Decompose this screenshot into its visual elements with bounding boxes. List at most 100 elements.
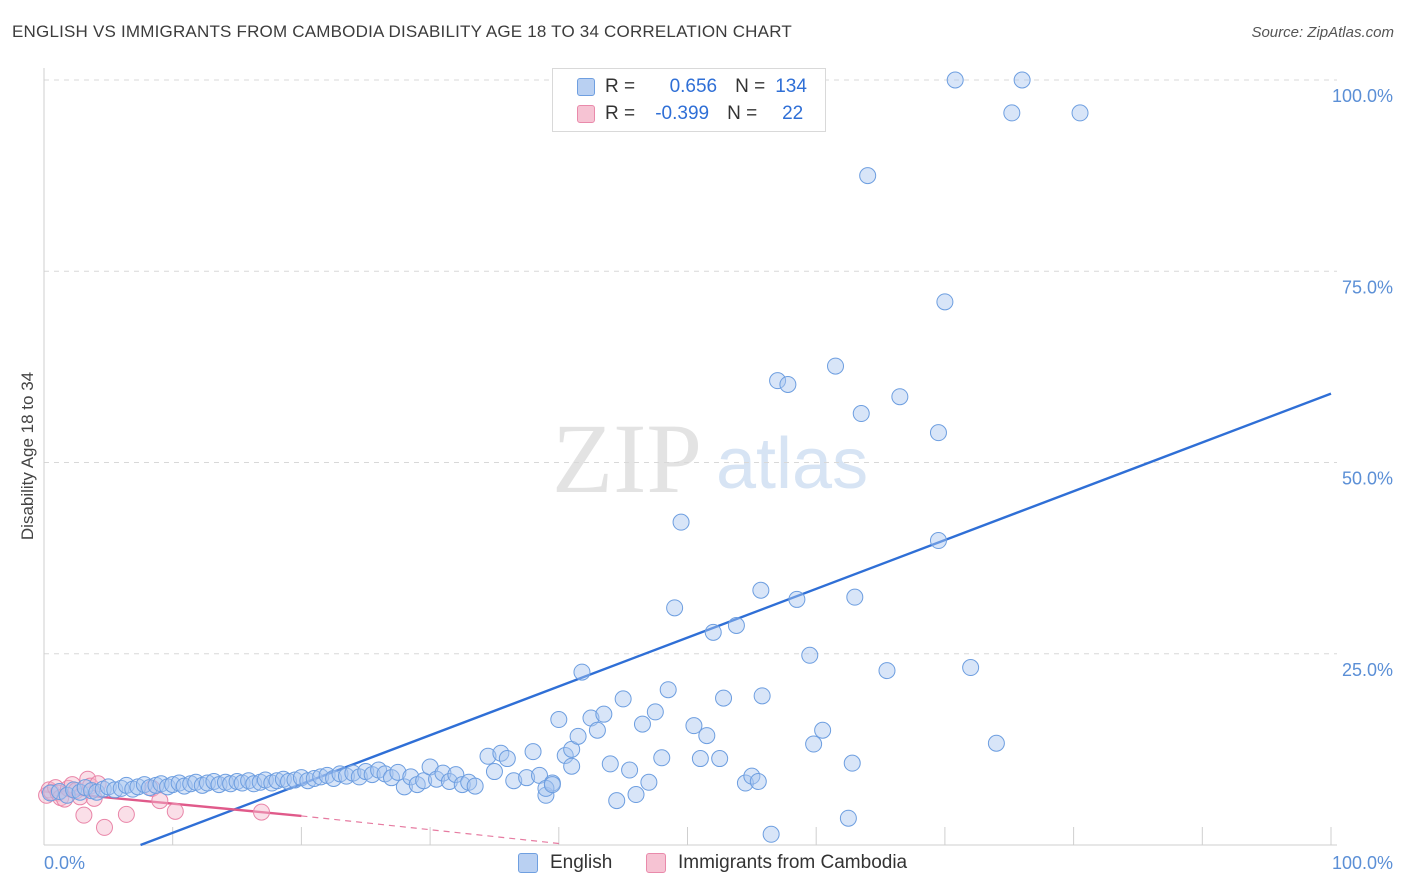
english-point <box>280 773 298 791</box>
english-point <box>440 773 458 791</box>
english-point <box>987 734 1005 752</box>
english-point <box>846 588 864 606</box>
english-point <box>389 763 407 781</box>
english-point <box>962 659 980 677</box>
english-point <box>852 405 870 423</box>
english-point <box>827 357 845 375</box>
stats-box: R = 0.656 N = 134 R = -0.399 N = 22 <box>552 68 826 132</box>
english-point <box>779 375 797 393</box>
english-point <box>653 749 671 767</box>
english-point <box>769 372 787 390</box>
english-point <box>1071 104 1089 122</box>
english-point <box>608 792 626 810</box>
cambodia-point <box>166 802 184 820</box>
english-point <box>286 771 304 789</box>
english-point <box>50 782 68 800</box>
english-point <box>1013 71 1031 89</box>
english-point <box>929 424 947 442</box>
english-point <box>859 167 877 185</box>
chart-title: ENGLISH VS IMMIGRANTS FROM CAMBODIA DISA… <box>12 22 792 41</box>
r-value: 0.656 <box>669 76 718 97</box>
x-tick-label: 0.0% <box>44 853 85 873</box>
english-point <box>428 770 446 788</box>
english-point <box>563 757 581 775</box>
english-point <box>946 71 964 89</box>
english-point <box>727 616 745 634</box>
cambodia-point <box>75 806 93 824</box>
r-label: R = <box>605 103 636 124</box>
english-point <box>524 743 542 761</box>
english-point <box>498 750 516 768</box>
english-point <box>633 715 651 733</box>
english-point <box>1003 104 1021 122</box>
english-point <box>814 721 832 739</box>
english-point <box>573 663 591 681</box>
n-value: 22 <box>782 103 804 124</box>
english-point <box>711 750 729 768</box>
english-point <box>621 761 639 779</box>
english-point <box>672 513 690 531</box>
tick-labels: 25.0% 50.0% 75.0% 100.0% 0.0% 100.0% <box>44 86 1393 873</box>
english-point <box>453 776 471 794</box>
y-tick-label: 25.0% <box>1342 660 1393 680</box>
english-point <box>666 599 684 617</box>
legend-english-label: English <box>550 852 613 873</box>
english-point <box>41 784 59 802</box>
legend-cambodia-swatch <box>646 853 666 873</box>
english-point <box>312 768 330 786</box>
watermark: ZIP atlas <box>552 403 868 514</box>
english-point <box>929 532 947 550</box>
n-label: N = <box>735 76 766 97</box>
cambodia-point <box>117 805 135 823</box>
english-point <box>685 717 703 735</box>
x-tick-label: 100.0% <box>1332 853 1393 873</box>
english-point <box>698 727 716 745</box>
cambodia-swatch <box>577 105 595 123</box>
english-point <box>466 777 484 795</box>
english-point <box>736 774 754 792</box>
english-point <box>659 681 677 699</box>
english-point <box>691 750 709 768</box>
english-point <box>646 703 664 721</box>
english-point <box>331 765 349 783</box>
cambodia-point <box>95 818 113 836</box>
grid <box>44 79 1337 655</box>
english-point <box>627 786 645 804</box>
english-points <box>41 71 1089 843</box>
english-point <box>878 662 896 680</box>
watermark-atlas: atlas <box>716 424 868 504</box>
y-tick-label: 50.0% <box>1342 469 1393 489</box>
english-point <box>518 769 536 787</box>
english-point <box>601 755 619 773</box>
english-point <box>485 763 503 781</box>
english-point <box>614 690 632 708</box>
english-point <box>704 623 722 641</box>
r-value: -0.399 <box>655 103 710 124</box>
english-point <box>556 746 574 764</box>
legend-item-english: English <box>518 852 612 874</box>
english-point <box>936 293 954 311</box>
english-point <box>569 727 587 745</box>
english-point <box>805 735 823 753</box>
stats-row-english: R = 0.656 N = 134 <box>553 74 807 100</box>
english-point <box>305 769 323 787</box>
english-point <box>843 754 861 772</box>
english-point <box>753 687 771 705</box>
legend-cambodia-label: Immigrants from Cambodia <box>678 852 908 873</box>
english-point <box>543 776 561 794</box>
english-point <box>749 773 767 791</box>
chart-source: Source: ZipAtlas.com <box>1251 24 1394 41</box>
english-point <box>550 711 568 729</box>
english-point <box>640 773 658 791</box>
english-point <box>762 825 780 843</box>
y-tick-label: 75.0% <box>1342 277 1393 297</box>
stats-row-cambodia: R = -0.399 N = 22 <box>553 101 803 127</box>
legend-english-swatch <box>518 853 538 873</box>
watermark-zip: ZIP <box>552 403 702 514</box>
english-point <box>839 809 857 827</box>
n-value: 134 <box>775 76 807 97</box>
english-point <box>715 689 733 707</box>
y-tick-label: 100.0% <box>1332 86 1393 106</box>
english-point <box>505 772 523 790</box>
english-point <box>415 772 433 790</box>
